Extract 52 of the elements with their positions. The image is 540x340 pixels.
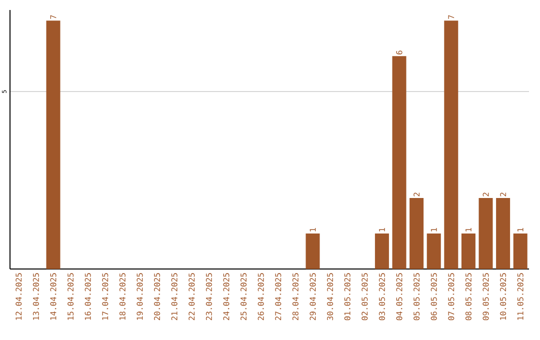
x-tick-label: 30.04.2025 xyxy=(327,273,334,320)
data-label: 1 xyxy=(379,228,385,232)
bar xyxy=(496,198,510,269)
x-tick-label: 25.04.2025 xyxy=(240,273,247,320)
x-tick-label: 22.04.2025 xyxy=(188,273,195,320)
bar xyxy=(392,56,406,269)
x-tick-label: 11.05.2025 xyxy=(517,273,524,320)
bar xyxy=(410,198,424,269)
x-tick-label: 15.04.2025 xyxy=(68,273,74,320)
data-label: 6 xyxy=(396,50,402,54)
bar xyxy=(513,234,528,269)
bar xyxy=(426,234,441,269)
data-label: 1 xyxy=(466,228,472,232)
x-tick-label: 20.04.2025 xyxy=(154,273,160,320)
x-tick-label: 14.04.2025 xyxy=(50,273,56,320)
data-label: 2 xyxy=(500,192,506,196)
x-tick-label: 02.05.2025 xyxy=(362,273,368,320)
x-tick-label: 18.04.2025 xyxy=(119,273,126,320)
x-tick-label: 09.05.2025 xyxy=(482,273,489,320)
x-tick-label: 04.05.2025 xyxy=(396,273,402,320)
x-tick-label: 19.04.2025 xyxy=(136,273,143,320)
x-tick-label: 06.05.2025 xyxy=(430,273,437,320)
x-tick-label: 13.04.2025 xyxy=(32,273,39,320)
x-tick-label: 28.04.2025 xyxy=(292,273,298,320)
bar xyxy=(444,20,458,269)
x-tick-label: 24.04.2025 xyxy=(223,273,230,320)
bar xyxy=(46,20,60,269)
x-tick-label: 07.05.2025 xyxy=(448,273,454,320)
bar xyxy=(461,234,476,269)
data-label: 7 xyxy=(50,15,56,19)
x-tick-label: 10.05.2025 xyxy=(500,273,506,320)
bar xyxy=(374,234,389,269)
x-tick-label: 27.04.2025 xyxy=(275,273,282,320)
x-tick-label: 03.05.2025 xyxy=(378,273,385,320)
x-tick-label: 05.05.2025 xyxy=(414,273,420,320)
x-tick-label: 17.04.2025 xyxy=(102,273,108,320)
data-label: 1 xyxy=(517,228,524,232)
data-label: 2 xyxy=(482,192,489,196)
data-label: 2 xyxy=(414,192,420,196)
x-tick-label: 21.04.2025 xyxy=(171,273,178,320)
x-tick-label: 26.04.2025 xyxy=(258,273,264,320)
x-tick-label: 23.04.2025 xyxy=(206,273,212,320)
bar xyxy=(478,198,493,269)
x-tick-label: 29.04.2025 xyxy=(310,273,316,320)
data-label: 1 xyxy=(430,228,437,232)
x-tick-label: 01.05.2025 xyxy=(344,273,350,320)
data-label: 7 xyxy=(448,15,454,19)
x-tick-label: 08.05.2025 xyxy=(465,273,472,320)
data-label: 1 xyxy=(310,228,316,232)
x-tick-label: 16.04.2025 xyxy=(84,273,91,320)
x-tick-label: 12.04.2025 xyxy=(16,273,22,320)
bar xyxy=(306,234,320,269)
